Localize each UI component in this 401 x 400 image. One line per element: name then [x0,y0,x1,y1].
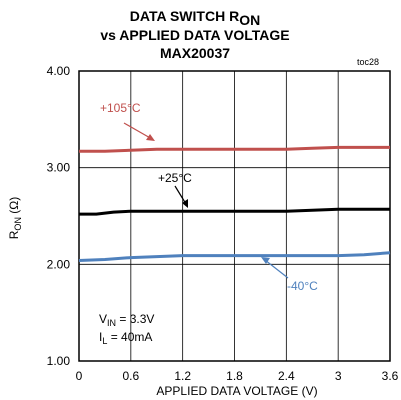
y-axis-label: RON (Ω) [7,197,23,239]
x-tick-label: 0 [76,369,83,383]
condition-il: IL = 40mA [99,330,152,346]
x-tick-label: 3.6 [382,369,399,383]
series-line-105c [79,145,390,153]
chart-title-line3: MAX20037 [160,45,230,61]
chart-title-line1: DATA SWITCH RON [130,8,260,28]
series-line-minus40c [78,251,391,262]
x-tick-label: 3 [335,369,342,383]
series-line-25c [79,207,390,216]
x-tick-labels: 0 0.6 1.2 1.8 2.4 3 3.6 [76,369,399,383]
y-tick-label: 4.00 [47,64,71,78]
x-axis-label: APPLIED DATA VOLTAGE (V) [156,384,317,398]
plot-frame [78,70,391,362]
series-label-minus40c: -40°C [287,279,318,293]
y-tick-labels: 1.00 2.00 3.00 4.00 [47,64,71,368]
series-arrowhead-minus40c [261,257,270,264]
series-arrowhead-105c [146,134,155,141]
figure-id: toc28 [357,57,379,67]
chart-title-line2: vs APPLIED DATA VOLTAGE [100,27,289,43]
series-arrow-105c [123,122,153,140]
condition-vin: VIN = 3.3V [99,312,154,328]
series-arrow-25c [174,185,187,205]
series-label-25c: +25°C [158,171,192,185]
x-tick-label: 2.4 [278,369,295,383]
series-label-105c: +105°C [100,101,141,115]
series-arrow-minus40c [264,259,289,279]
y-tick-label: 1.00 [47,354,71,368]
x-tick-label: 0.6 [122,369,139,383]
x-tick-label: 1.2 [174,369,191,383]
y-tick-label: 2.00 [47,257,71,271]
series-lines [78,145,391,262]
series-arrowhead-25c [182,199,188,208]
x-tick-label: 1.8 [226,369,243,383]
y-tick-label: 3.00 [47,161,71,175]
